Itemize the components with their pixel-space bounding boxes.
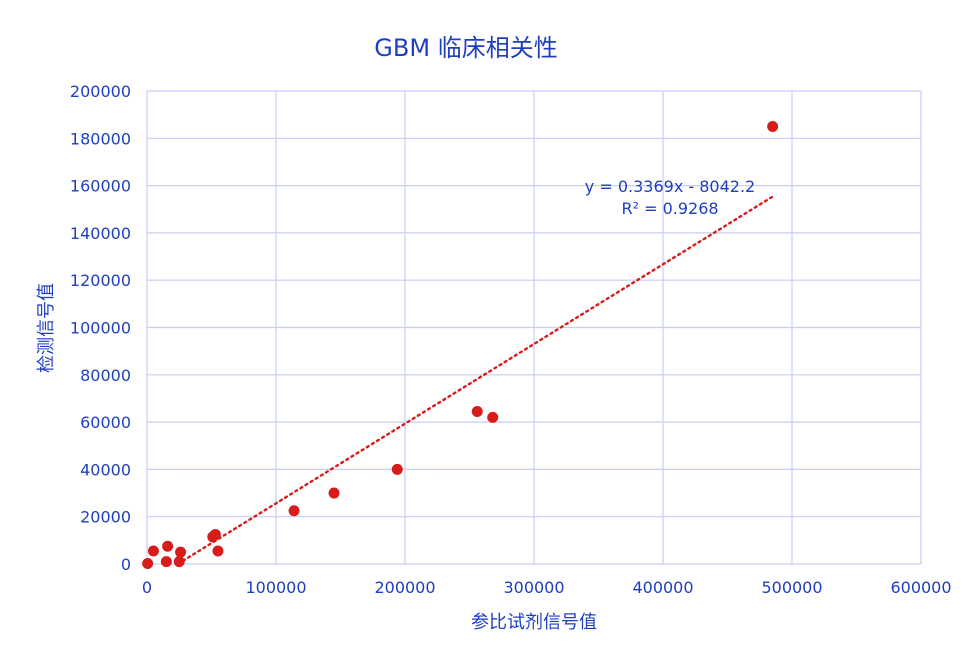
x-tick-label: 500000	[761, 578, 822, 597]
x-tick-label: 100000	[245, 578, 306, 597]
x-tick-label: 600000	[890, 578, 951, 597]
data-point	[328, 487, 340, 499]
linear-trendline	[176, 195, 774, 566]
x-tick-label: 0	[142, 578, 152, 597]
x-axis-ticks: 0 100000 200000 300000 400000 500000 600000	[142, 578, 952, 597]
y-tick-label: 0	[121, 555, 131, 574]
y-tick-label: 200000	[70, 82, 131, 101]
data-point	[391, 463, 403, 475]
trendline-group	[176, 195, 774, 566]
data-point	[487, 411, 499, 423]
data-point	[142, 558, 154, 570]
chart-title: GBM 临床相关性	[374, 34, 557, 62]
x-axis-title: 参比试剂信号值	[471, 612, 597, 633]
y-tick-label: 100000	[70, 319, 131, 338]
data-point	[212, 545, 224, 557]
data-point	[147, 545, 159, 557]
y-tick-label: 40000	[80, 460, 131, 479]
trendline-r-squared: R² = 0.9268	[621, 199, 718, 218]
y-tick-label: 120000	[70, 271, 131, 290]
data-point	[471, 405, 483, 417]
y-tick-label: 80000	[80, 366, 131, 385]
x-tick-label: 200000	[374, 578, 435, 597]
data-point	[767, 120, 779, 132]
trendline-equation: y = 0.3369x - 8042.2	[585, 177, 755, 196]
y-tick-label: 180000	[70, 129, 131, 148]
data-points	[142, 120, 779, 570]
x-tick-label: 300000	[503, 578, 564, 597]
data-point	[160, 556, 172, 568]
y-tick-label: 160000	[70, 177, 131, 196]
grid-lines	[146, 90, 922, 565]
data-point	[175, 546, 187, 558]
y-tick-label: 20000	[80, 508, 131, 527]
data-point	[288, 505, 300, 517]
y-tick-label: 140000	[70, 224, 131, 243]
y-tick-label: 60000	[80, 413, 131, 432]
data-point	[173, 556, 185, 568]
data-point	[209, 528, 221, 540]
data-point	[162, 540, 174, 552]
y-axis-ticks: 0 20000 40000 60000 80000 100000 120000 140000 1…	[70, 82, 131, 574]
x-tick-label: 400000	[632, 578, 693, 597]
y-axis-title: 检测信号值	[36, 283, 57, 373]
